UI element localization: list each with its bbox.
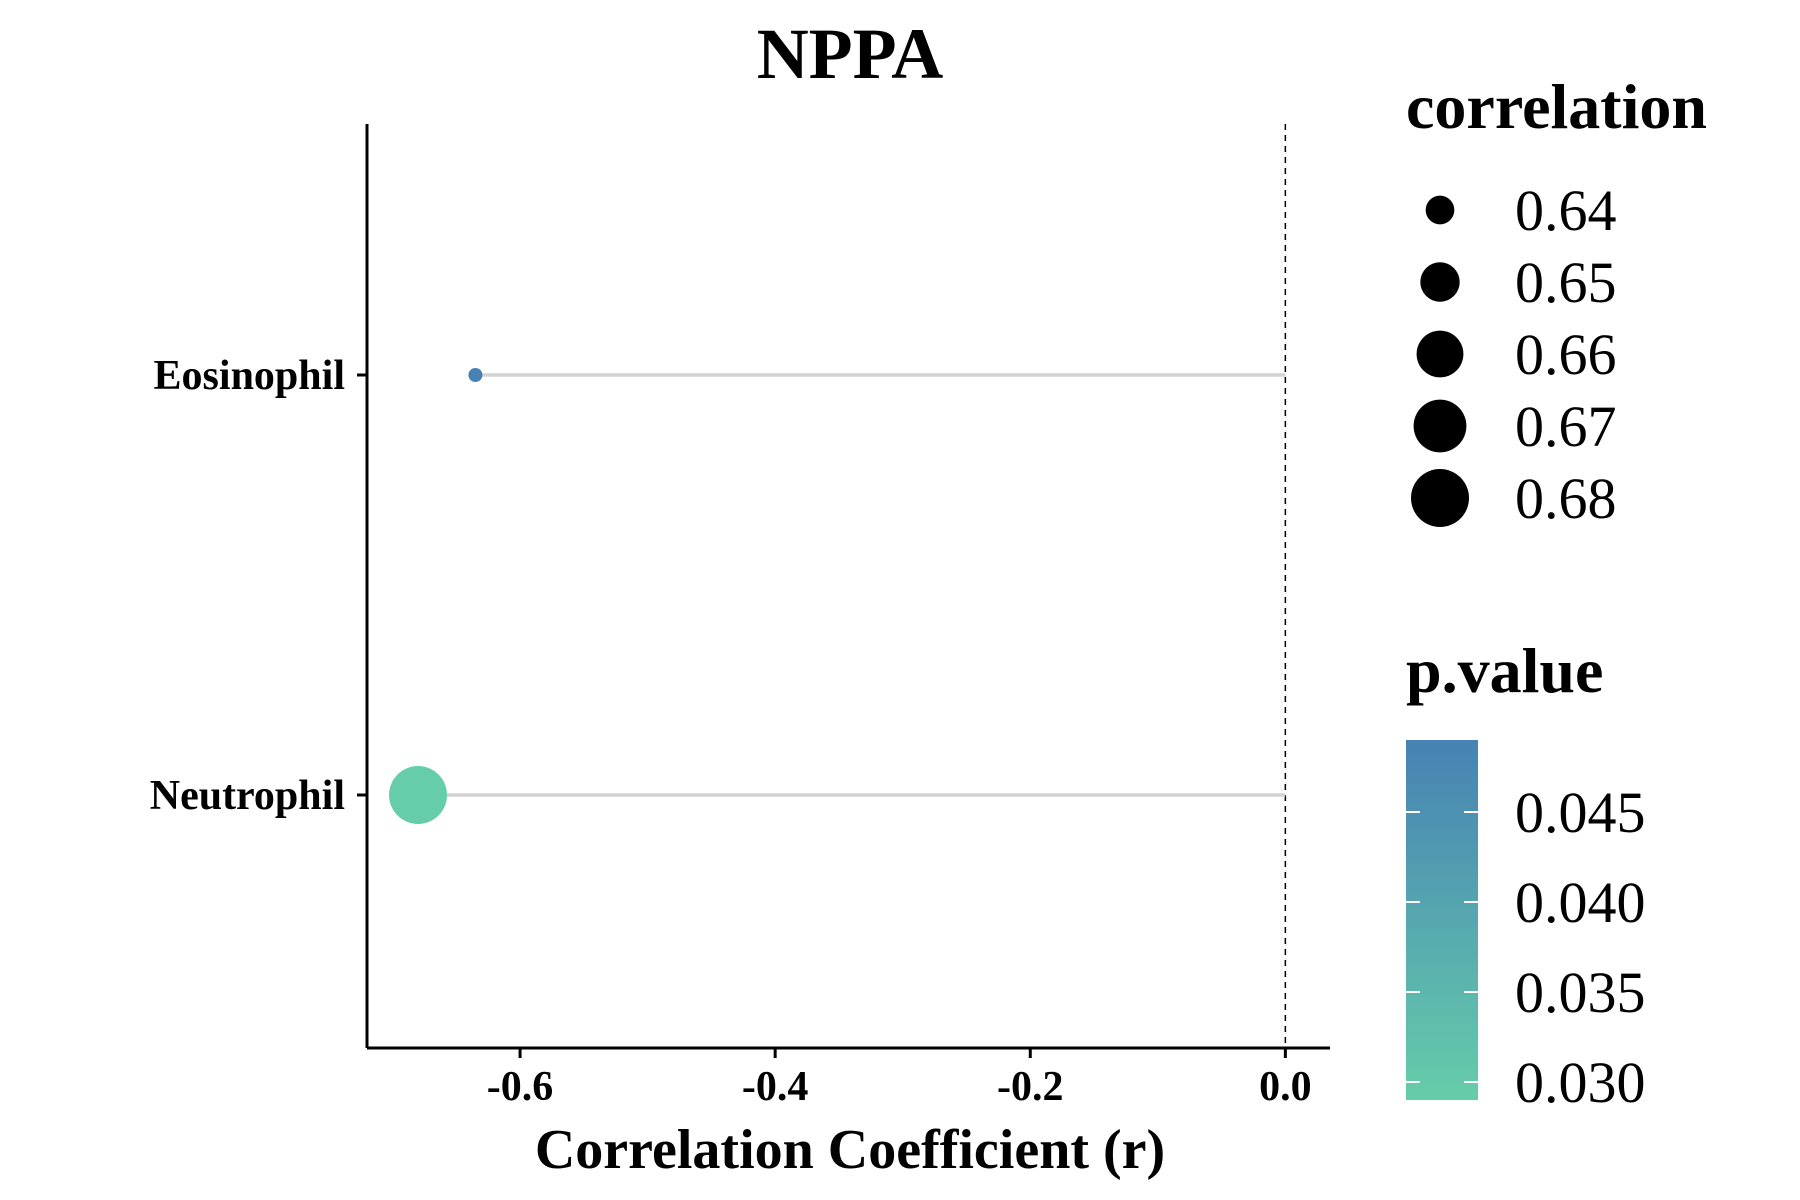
x-tick-label: -0.2 bbox=[997, 1064, 1064, 1110]
color-legend: p.value 0.045 0.040 0.035 0.030 bbox=[1406, 635, 1646, 1115]
color-legend-label: 0.035 bbox=[1515, 960, 1646, 1025]
point-neutrophil bbox=[389, 766, 448, 824]
size-legend-key bbox=[1416, 330, 1464, 378]
x-tick-label: 0.0 bbox=[1259, 1064, 1312, 1110]
x-tick-label: -0.6 bbox=[487, 1064, 554, 1110]
size-legend-title: correlation bbox=[1406, 71, 1707, 142]
size-legend-key bbox=[1411, 469, 1469, 527]
color-legend-label: 0.040 bbox=[1515, 870, 1646, 935]
color-legend-label: 0.030 bbox=[1515, 1050, 1646, 1115]
color-legend-label: 0.045 bbox=[1515, 780, 1646, 845]
y-tick-label-eosinophil: Eosinophil bbox=[154, 353, 345, 399]
x-axis-label: Correlation Coefficient (r) bbox=[535, 1119, 1165, 1181]
size-legend-label: 0.66 bbox=[1515, 322, 1617, 387]
size-legend-label: 0.64 bbox=[1515, 178, 1617, 243]
plot-area bbox=[389, 124, 1287, 1048]
color-legend-title: p.value bbox=[1406, 635, 1603, 706]
y-axis-ticks: Eosinophil Neutrophil bbox=[150, 353, 367, 819]
size-legend-label: 0.65 bbox=[1515, 250, 1617, 315]
x-tick-label: -0.4 bbox=[742, 1064, 809, 1110]
size-legend-key bbox=[1413, 399, 1467, 453]
x-axis-ticks: -0.6 -0.4 -0.2 0.0 bbox=[487, 1048, 1312, 1110]
chart-title: NPPA bbox=[757, 14, 944, 94]
size-legend-label: 0.68 bbox=[1515, 466, 1617, 531]
y-tick-label-neutrophil: Neutrophil bbox=[150, 773, 345, 819]
size-legend-key bbox=[1420, 262, 1460, 302]
size-legend-key bbox=[1425, 195, 1455, 225]
color-legend-bar bbox=[1406, 740, 1478, 1100]
size-legend-label: 0.67 bbox=[1515, 394, 1617, 459]
size-legend: correlation 0.64 0.65 0.66 0.67 0.68 bbox=[1406, 71, 1707, 531]
point-eosinophil bbox=[468, 368, 483, 382]
